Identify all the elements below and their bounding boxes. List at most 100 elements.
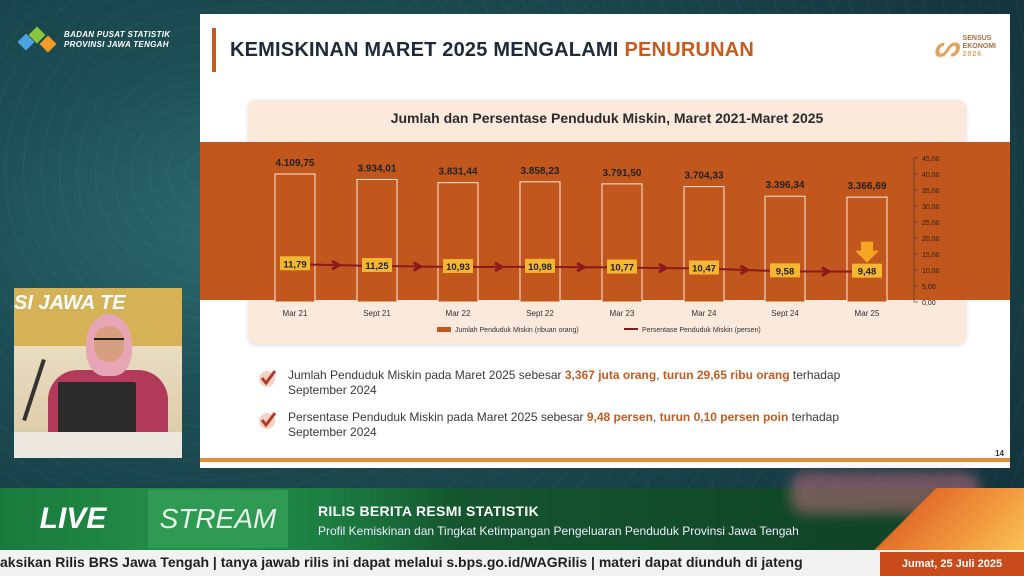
page-number: 14 bbox=[995, 449, 1004, 458]
line-label-bg bbox=[689, 260, 719, 275]
line-value-label: 9,48 bbox=[858, 267, 877, 278]
y2-tick-label: 45,00 bbox=[922, 156, 940, 163]
chart: 4.109,75 Mar 21 3.934,01 Sept 21 3.831,44 Mar… bbox=[274, 156, 940, 334]
bar-value-label: 3.791,50 bbox=[603, 168, 642, 179]
logo-line2: PROVINSI JAWA TENGAH bbox=[64, 40, 169, 49]
line-value-label: 11,79 bbox=[283, 259, 306, 270]
slide-title-main: KEMISKINAN MARET 2025 MENGALAMI bbox=[230, 38, 619, 61]
bullet-1-post: terhadap bbox=[789, 368, 841, 382]
x-tick-label: Mar 22 bbox=[446, 309, 471, 318]
legend-bar-swatch bbox=[437, 327, 451, 332]
line-label-bg bbox=[280, 256, 310, 271]
chart-bar bbox=[764, 195, 806, 303]
chart-bar bbox=[274, 173, 316, 303]
line-value-label: 10,47 bbox=[692, 263, 716, 274]
line-arrow-marker bbox=[412, 261, 424, 272]
bullet-1-bold2: turun 29,65 ribu orang bbox=[662, 368, 790, 382]
down-arrow-icon bbox=[855, 241, 879, 263]
y2-tick-label: 40,00 bbox=[922, 172, 940, 179]
chart-title: Jumlah dan Persentase Penduduk Miskin, M… bbox=[390, 110, 824, 126]
line-value-label: 10,93 bbox=[446, 262, 470, 273]
bullet-1-line2: September 2024 bbox=[288, 383, 377, 397]
x-tick-label: Mar 23 bbox=[610, 309, 635, 318]
presenter-glasses bbox=[94, 338, 124, 344]
logo-line1: BADAN PUSAT STATISTIK bbox=[64, 30, 171, 39]
legend-line-label: Persentase Penduduk Miskin (persen) bbox=[642, 327, 761, 334]
line-value-label: 10,77 bbox=[610, 263, 634, 274]
bullet-list: Jumlah Penduduk Miskin pada Maret 2025 s… bbox=[258, 368, 958, 452]
line-arrow-marker bbox=[821, 266, 833, 277]
bullet-item: Jumlah Penduduk Miskin pada Maret 2025 s… bbox=[258, 368, 958, 398]
slide-title: KEMISKINAN MARET 2025 MENGALAMI PENURUNA… bbox=[212, 28, 754, 72]
chart-bar bbox=[519, 181, 561, 303]
line-label-bg bbox=[362, 258, 392, 272]
y2-tick-label: 25,00 bbox=[922, 220, 940, 227]
y2-tick-label: 10,00 bbox=[922, 268, 940, 275]
live-label: LIVE bbox=[39, 502, 107, 535]
laptop bbox=[58, 382, 136, 434]
stream-label: STREAM bbox=[148, 490, 288, 548]
y2-tick-label: 5,00 bbox=[922, 284, 936, 291]
chart-bar bbox=[356, 178, 398, 303]
y2-tick-label: 15,00 bbox=[922, 252, 940, 259]
line-arrow-marker bbox=[494, 261, 506, 273]
bar-value-label: 3.831,44 bbox=[439, 167, 478, 178]
sensus-year: 2026 bbox=[962, 50, 983, 58]
x-tick-label: Mar 24 bbox=[692, 309, 717, 318]
line-arrow-marker bbox=[658, 262, 670, 274]
bullet-item: Persentase Penduduk Miskin pada Maret 20… bbox=[258, 410, 958, 440]
bullet-2-bold2: turun 0,10 persen poin bbox=[659, 410, 789, 424]
line-value-label: 10,98 bbox=[528, 262, 552, 273]
line-arrow-marker bbox=[576, 261, 588, 273]
line-label-bg bbox=[525, 258, 555, 273]
sensus-glyph-icon: ᔕ bbox=[933, 30, 959, 63]
x-tick-label: Sept 21 bbox=[363, 309, 391, 318]
ticker-text: aksikan Rilis BRS Jawa Tengah | tanya ja… bbox=[0, 554, 803, 570]
bullet-2-bold1: 9,48 persen bbox=[586, 410, 653, 424]
webcam-feed: SI JAWA TE bbox=[14, 288, 182, 458]
bullet-2-pre: Persentase Penduduk Miskin pada Maret 20… bbox=[288, 410, 587, 424]
bar-value-label: 3.396,34 bbox=[766, 180, 805, 191]
bullet-2-mid: , bbox=[652, 410, 660, 424]
bullet-1-pre: Jumlah Penduduk Miskin pada Maret 2025 s… bbox=[288, 368, 565, 382]
x-tick-label: Mar 25 bbox=[855, 309, 880, 318]
sensus-ekonomi-logo: ᔕ SENSUS EKONOMI 2026 bbox=[934, 30, 996, 63]
camera-wall-text: SI JAWA TE bbox=[14, 292, 126, 314]
line-value-label: 9,58 bbox=[776, 266, 795, 277]
slide-title-highlight: PENURUNAN bbox=[624, 38, 755, 61]
bar-value-label: 3.366,69 bbox=[848, 181, 887, 192]
banner-decoration bbox=[854, 488, 1024, 550]
news-ticker: aksikan Rilis BRS Jawa Tengah | tanya ja… bbox=[0, 550, 1024, 576]
y2-tick-label: 20,00 bbox=[922, 236, 940, 243]
check-icon bbox=[259, 370, 277, 387]
x-tick-label: Mar 21 bbox=[283, 309, 308, 318]
chart-bar bbox=[437, 182, 479, 303]
bar-value-label: 4.109,75 bbox=[276, 158, 315, 169]
banner-subtitle: Profil Kemiskinan dan Tingkat Ketimpanga… bbox=[318, 524, 799, 538]
bullet-1-mid: , bbox=[656, 368, 663, 382]
line-arrow-marker bbox=[739, 264, 751, 276]
y2-tick-label: 0,00 bbox=[922, 300, 936, 307]
y2-tick-label: 35,00 bbox=[922, 188, 940, 195]
x-tick-label: Sept 22 bbox=[526, 309, 554, 318]
line-value-label: 11,25 bbox=[365, 261, 389, 272]
check-icon bbox=[259, 412, 277, 429]
chart-bar bbox=[683, 186, 725, 303]
bar-value-label: 3.934,01 bbox=[358, 163, 397, 174]
slide-bottom-line bbox=[200, 458, 1010, 462]
line-label-bg bbox=[852, 263, 882, 278]
line-label-bg bbox=[770, 263, 800, 278]
bullet-2-line2: September 2024 bbox=[288, 425, 377, 439]
bullet-1-bold1: 3,367 juta orang bbox=[564, 368, 657, 382]
bps-logo: BADAN PUSAT STATISTIK PROVINSI JAWA TENG… bbox=[17, 26, 171, 54]
x-tick-label: Sept 24 bbox=[771, 309, 799, 318]
date-box: Jumat, 25 Juli 2025 bbox=[880, 552, 1024, 576]
chart-bar bbox=[601, 183, 643, 303]
bps-logo-icon bbox=[17, 26, 58, 54]
line-label-bg bbox=[443, 259, 473, 274]
sensus-line1: SENSUS bbox=[962, 34, 992, 42]
banner-title: RILIS BERITA RESMI STATISTIK bbox=[318, 503, 539, 519]
sensus-line2: EKONOMI bbox=[962, 42, 996, 50]
presenter-face bbox=[94, 326, 124, 362]
y2-tick-label: 30,00 bbox=[922, 204, 940, 211]
